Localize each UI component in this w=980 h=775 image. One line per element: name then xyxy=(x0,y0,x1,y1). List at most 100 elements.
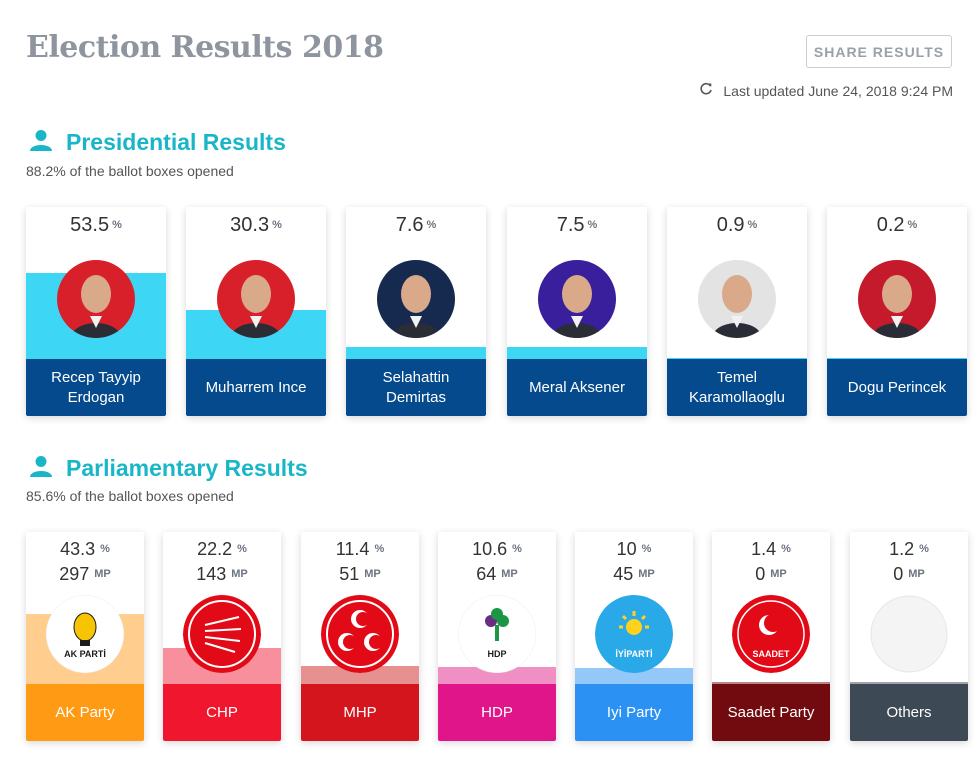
party-name: Iyi Party xyxy=(575,684,693,741)
percent-symbol: % xyxy=(112,219,122,231)
presidential-title: Presidential Results xyxy=(66,129,286,155)
last-updated: Last updated June 24, 2018 9:24 PM xyxy=(699,82,953,99)
party-seats: 45 MP xyxy=(575,564,693,585)
candidate-card[interactable]: 0.9% Temel Karamollaoglu xyxy=(667,207,807,416)
party-percentage: 22.2% xyxy=(163,539,281,560)
candidate-photo xyxy=(377,260,455,338)
vote-percentage: 53.5% xyxy=(26,214,166,237)
percentage-value: 0.2 xyxy=(876,214,905,236)
party-card[interactable]: 11.4% 51 MP MHP xyxy=(301,532,419,741)
seat-count: 297 xyxy=(59,564,90,584)
vote-share-bar xyxy=(667,358,807,359)
candidate-card[interactable]: 7.6% Selahattin Demirtas xyxy=(346,207,486,416)
presidential-subtitle: 88.2% of the ballot boxes opened xyxy=(26,163,234,179)
party-name: Saadet Party xyxy=(712,684,830,741)
percent-symbol: % xyxy=(641,543,652,555)
party-logo: AK PARTİ xyxy=(46,595,124,673)
vote-share-bar xyxy=(827,358,967,359)
page-title: Election Results 2018 xyxy=(26,30,384,65)
candidate-name: Dogu Perincek xyxy=(827,359,967,416)
percentage-value: 11.4 xyxy=(335,539,370,559)
party-logo xyxy=(183,595,261,673)
percentage-value: 10.6 xyxy=(472,539,508,559)
vote-share-bar xyxy=(850,682,968,684)
party-card[interactable]: 10% 45 MP İYİPARTİ Iyi Party xyxy=(575,532,693,741)
percent-symbol: % xyxy=(907,219,918,231)
vote-percentage: 7.6% xyxy=(346,214,486,237)
party-logo-text: SAADET xyxy=(752,649,790,659)
party-card[interactable]: 10.6% 64 MP HDP HDP xyxy=(438,532,556,741)
person-icon xyxy=(30,129,52,156)
party-name: CHP xyxy=(163,684,281,741)
party-card[interactable]: 1.4% 0 MP SAADET Saadet Party xyxy=(712,532,830,741)
vote-share-bar xyxy=(346,347,486,359)
percentage-value: 0.9 xyxy=(716,214,745,236)
seat-count: 143 xyxy=(196,564,227,584)
party-card[interactable]: 43.3% 297 MP AK PARTİ AK Party xyxy=(26,532,144,741)
party-logo xyxy=(870,595,948,673)
party-seats: 0 MP xyxy=(850,564,968,585)
party-percentage: 1.2% xyxy=(850,539,968,560)
parliamentary-title: Parliamentary Results xyxy=(66,455,308,481)
party-seats: 297 MP xyxy=(26,564,144,585)
candidate-photo xyxy=(698,260,776,338)
percentage-value: 7.5 xyxy=(556,214,585,236)
candidate-photo xyxy=(858,260,936,338)
party-percentage: 10.6% xyxy=(438,539,556,560)
vote-share-bar xyxy=(301,666,419,684)
candidate-photo xyxy=(217,260,295,338)
party-seats: 51 MP xyxy=(301,564,419,585)
party-logo: SAADET xyxy=(732,595,810,673)
presidential-heading: Presidential Results xyxy=(30,129,286,156)
party-seats: 64 MP xyxy=(438,564,556,585)
vote-share-bar xyxy=(712,682,830,684)
percentage-value: 30.3 xyxy=(230,214,270,236)
mp-label: MP xyxy=(364,568,381,580)
mp-label: MP xyxy=(638,568,655,580)
seat-count: 51 xyxy=(339,564,360,584)
candidate-photo xyxy=(57,260,135,338)
vote-percentage: 0.2% xyxy=(827,214,967,237)
percent-symbol: % xyxy=(512,543,522,555)
percent-symbol: % xyxy=(426,219,437,231)
percentage-value: 7.6 xyxy=(395,214,424,236)
candidate-name: Selahattin Demirtas xyxy=(346,359,486,416)
party-percentage: 11.4% xyxy=(301,539,419,560)
refresh-icon[interactable] xyxy=(699,82,713,99)
share-results-button[interactable]: SHARE RESULTS xyxy=(806,35,952,68)
mp-label: MP xyxy=(231,568,248,580)
percent-symbol: % xyxy=(587,219,598,231)
vote-percentage: 30.3% xyxy=(186,214,326,237)
mp-label: MP xyxy=(94,568,111,580)
parliamentary-subtitle: 85.6% of the ballot boxes opened xyxy=(26,488,234,504)
seat-count: 45 xyxy=(613,564,634,584)
party-name: HDP xyxy=(438,684,556,741)
percentage-value: 22.2 xyxy=(197,539,233,559)
percent-symbol: % xyxy=(747,219,758,231)
candidate-card[interactable]: 0.2% Dogu Perincek xyxy=(827,207,967,416)
candidate-card[interactable]: 7.5% Meral Aksener xyxy=(507,207,647,416)
candidate-card[interactable]: 53.5% Recep Tayyip Erdogan xyxy=(26,207,166,416)
percentage-value: 1.2 xyxy=(889,539,915,559)
vote-percentage: 7.5% xyxy=(507,214,647,237)
seat-count: 64 xyxy=(476,564,497,584)
candidate-name: Temel Karamollaoglu xyxy=(667,359,807,416)
candidate-card[interactable]: 30.3% Muharrem Ince xyxy=(186,207,326,416)
party-card[interactable]: 22.2% 143 MP CHP xyxy=(163,532,281,741)
percent-symbol: % xyxy=(781,543,791,555)
percentage-value: 1.4 xyxy=(751,539,777,559)
candidate-photo xyxy=(538,260,616,338)
candidate-name: Meral Aksener xyxy=(507,359,647,416)
vote-share-bar xyxy=(575,668,693,684)
party-name: MHP xyxy=(301,684,419,741)
percent-symbol: % xyxy=(100,543,110,555)
mp-label: MP xyxy=(908,568,925,580)
party-name: Others xyxy=(850,684,968,741)
percent-symbol: % xyxy=(272,219,282,231)
mp-label: MP xyxy=(770,568,787,580)
percentage-value: 53.5 xyxy=(70,214,110,236)
party-percentage: 43.3% xyxy=(26,539,144,560)
percent-symbol: % xyxy=(237,543,247,555)
candidate-name: Muharrem Ince xyxy=(186,359,326,416)
party-card[interactable]: 1.2% 0 MP Others xyxy=(850,532,968,741)
